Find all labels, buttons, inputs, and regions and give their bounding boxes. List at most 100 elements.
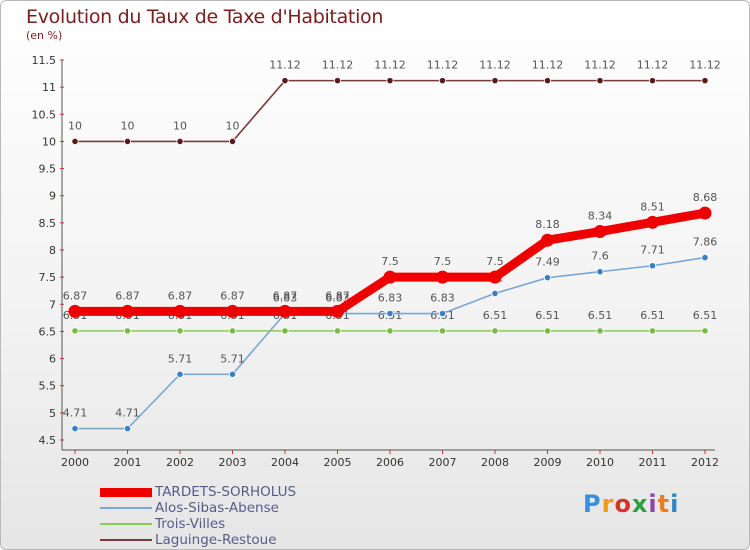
- x-tick-label: 2001: [114, 456, 142, 469]
- data-point: [121, 304, 134, 318]
- data-label: 11.12: [374, 59, 406, 72]
- y-tick-label: 5: [49, 407, 56, 420]
- data-label: 6.51: [483, 309, 508, 322]
- y-tick-label: 10.5: [32, 108, 57, 121]
- data-point: [698, 206, 712, 220]
- data-point: [176, 370, 184, 378]
- data-point: [281, 327, 289, 335]
- data-point: [176, 327, 184, 335]
- data-point: [383, 270, 397, 284]
- y-tick-label: 7: [49, 298, 56, 311]
- data-point: [438, 327, 447, 335]
- data-point: [648, 77, 657, 85]
- logo-letter: P: [583, 490, 602, 518]
- y-tick-label: 4.5: [39, 434, 57, 447]
- x-tick-label: 2008: [481, 456, 509, 469]
- data-label: 11.12: [532, 59, 564, 72]
- data-point: [226, 304, 239, 318]
- data-label: 6.83: [273, 292, 298, 305]
- x-tick-label: 2009: [534, 456, 562, 469]
- data-label: 6.83: [430, 292, 455, 305]
- data-point: [173, 304, 187, 318]
- y-tick-label: 7.5: [39, 271, 57, 284]
- data-point: [596, 327, 604, 335]
- legend-swatch: [100, 507, 152, 509]
- data-point: [228, 370, 237, 378]
- x-tick-label: 2005: [324, 456, 352, 469]
- y-tick-label: 10: [42, 135, 56, 148]
- data-point: [543, 327, 552, 335]
- data-point: [228, 327, 237, 335]
- data-label: 10: [226, 119, 240, 132]
- data-label: 7.71: [640, 244, 665, 257]
- data-point: [386, 309, 394, 318]
- x-tick-label: 2003: [219, 456, 247, 469]
- data-point: [438, 309, 447, 318]
- x-tick-label: 2007: [429, 456, 457, 469]
- y-tick-label: 8.5: [39, 217, 57, 230]
- y-tick-label: 9.5: [39, 163, 57, 176]
- data-point: [491, 289, 499, 298]
- data-point: [333, 77, 342, 85]
- series-tardets-sorholus: 6.87 6.87 6.87 6.87 6.87 6.87 7.5 7.5 7.5 8.18 8.3…: [63, 191, 718, 318]
- data-point: [543, 77, 552, 85]
- data-point: [176, 137, 184, 146]
- y-tick-label: 5.5: [39, 380, 57, 393]
- proxiti-logo: Proxiti: [583, 490, 679, 518]
- x-tick-label: 2006: [376, 456, 404, 469]
- data-point: [438, 77, 447, 85]
- data-label: 6.87: [115, 289, 140, 302]
- data-point: [71, 424, 79, 433]
- data-label: 6.51: [693, 309, 718, 322]
- legend-swatch: [100, 487, 152, 497]
- data-point: [541, 233, 554, 247]
- logo-letter: r: [601, 490, 615, 518]
- data-label: 11.12: [479, 59, 511, 72]
- data-label: 5.71: [168, 352, 193, 365]
- data-point: [596, 77, 604, 85]
- legend-swatch: [100, 523, 152, 525]
- data-label: 11.12: [427, 59, 459, 72]
- data-point: [436, 270, 449, 284]
- data-label: 11.12: [689, 59, 721, 72]
- legend-swatch: [100, 539, 152, 541]
- y-tick-label: 6.5: [39, 325, 57, 338]
- x-tick-label: 2011: [639, 456, 667, 469]
- data-point: [71, 137, 79, 146]
- data-label: 6.83: [325, 292, 350, 305]
- data-label: 5.71: [220, 352, 245, 365]
- data-label: 10: [173, 119, 187, 132]
- data-point: [543, 274, 552, 282]
- data-label: 8.34: [588, 210, 613, 223]
- data-label: 7.5: [381, 255, 399, 268]
- data-label: 6.87: [220, 289, 245, 302]
- data-label: 6.87: [325, 289, 350, 302]
- x-tick-label: 2012: [691, 456, 719, 469]
- y-tick-label: 11: [42, 81, 56, 94]
- legend-label: Trois-Villes: [155, 516, 226, 532]
- data-point: [646, 215, 659, 229]
- data-point: [228, 137, 237, 146]
- series-laguinge-restoue: 10 10 10 10 11.12 11.12 11.12 11.12 11.12 11.12 11…: [68, 59, 721, 146]
- data-label: 6.51: [588, 309, 613, 322]
- legend-label: TARDETS-SORHOLUS: [155, 484, 297, 500]
- logo-letter: x: [631, 490, 649, 518]
- data-label: 4.71: [115, 407, 140, 420]
- data-point: [596, 268, 604, 276]
- series-line: [74, 79, 706, 143]
- data-point: [123, 327, 132, 335]
- x-tick-label: 2000: [61, 456, 89, 469]
- data-point: [491, 77, 499, 85]
- chart-unit: (en %): [26, 29, 63, 42]
- x-tick-label: 2010: [586, 456, 614, 469]
- data-point: [71, 327, 79, 335]
- data-label: 8.51: [640, 200, 665, 213]
- legend-label: Alos-Sibas-Abense: [155, 500, 279, 516]
- data-point: [386, 77, 394, 85]
- data-label: 8.68: [693, 191, 718, 204]
- data-point: [701, 254, 709, 262]
- data-point: [386, 327, 394, 335]
- data-point: [491, 327, 499, 335]
- data-point: [701, 77, 709, 85]
- data-label: 6.51: [535, 309, 560, 322]
